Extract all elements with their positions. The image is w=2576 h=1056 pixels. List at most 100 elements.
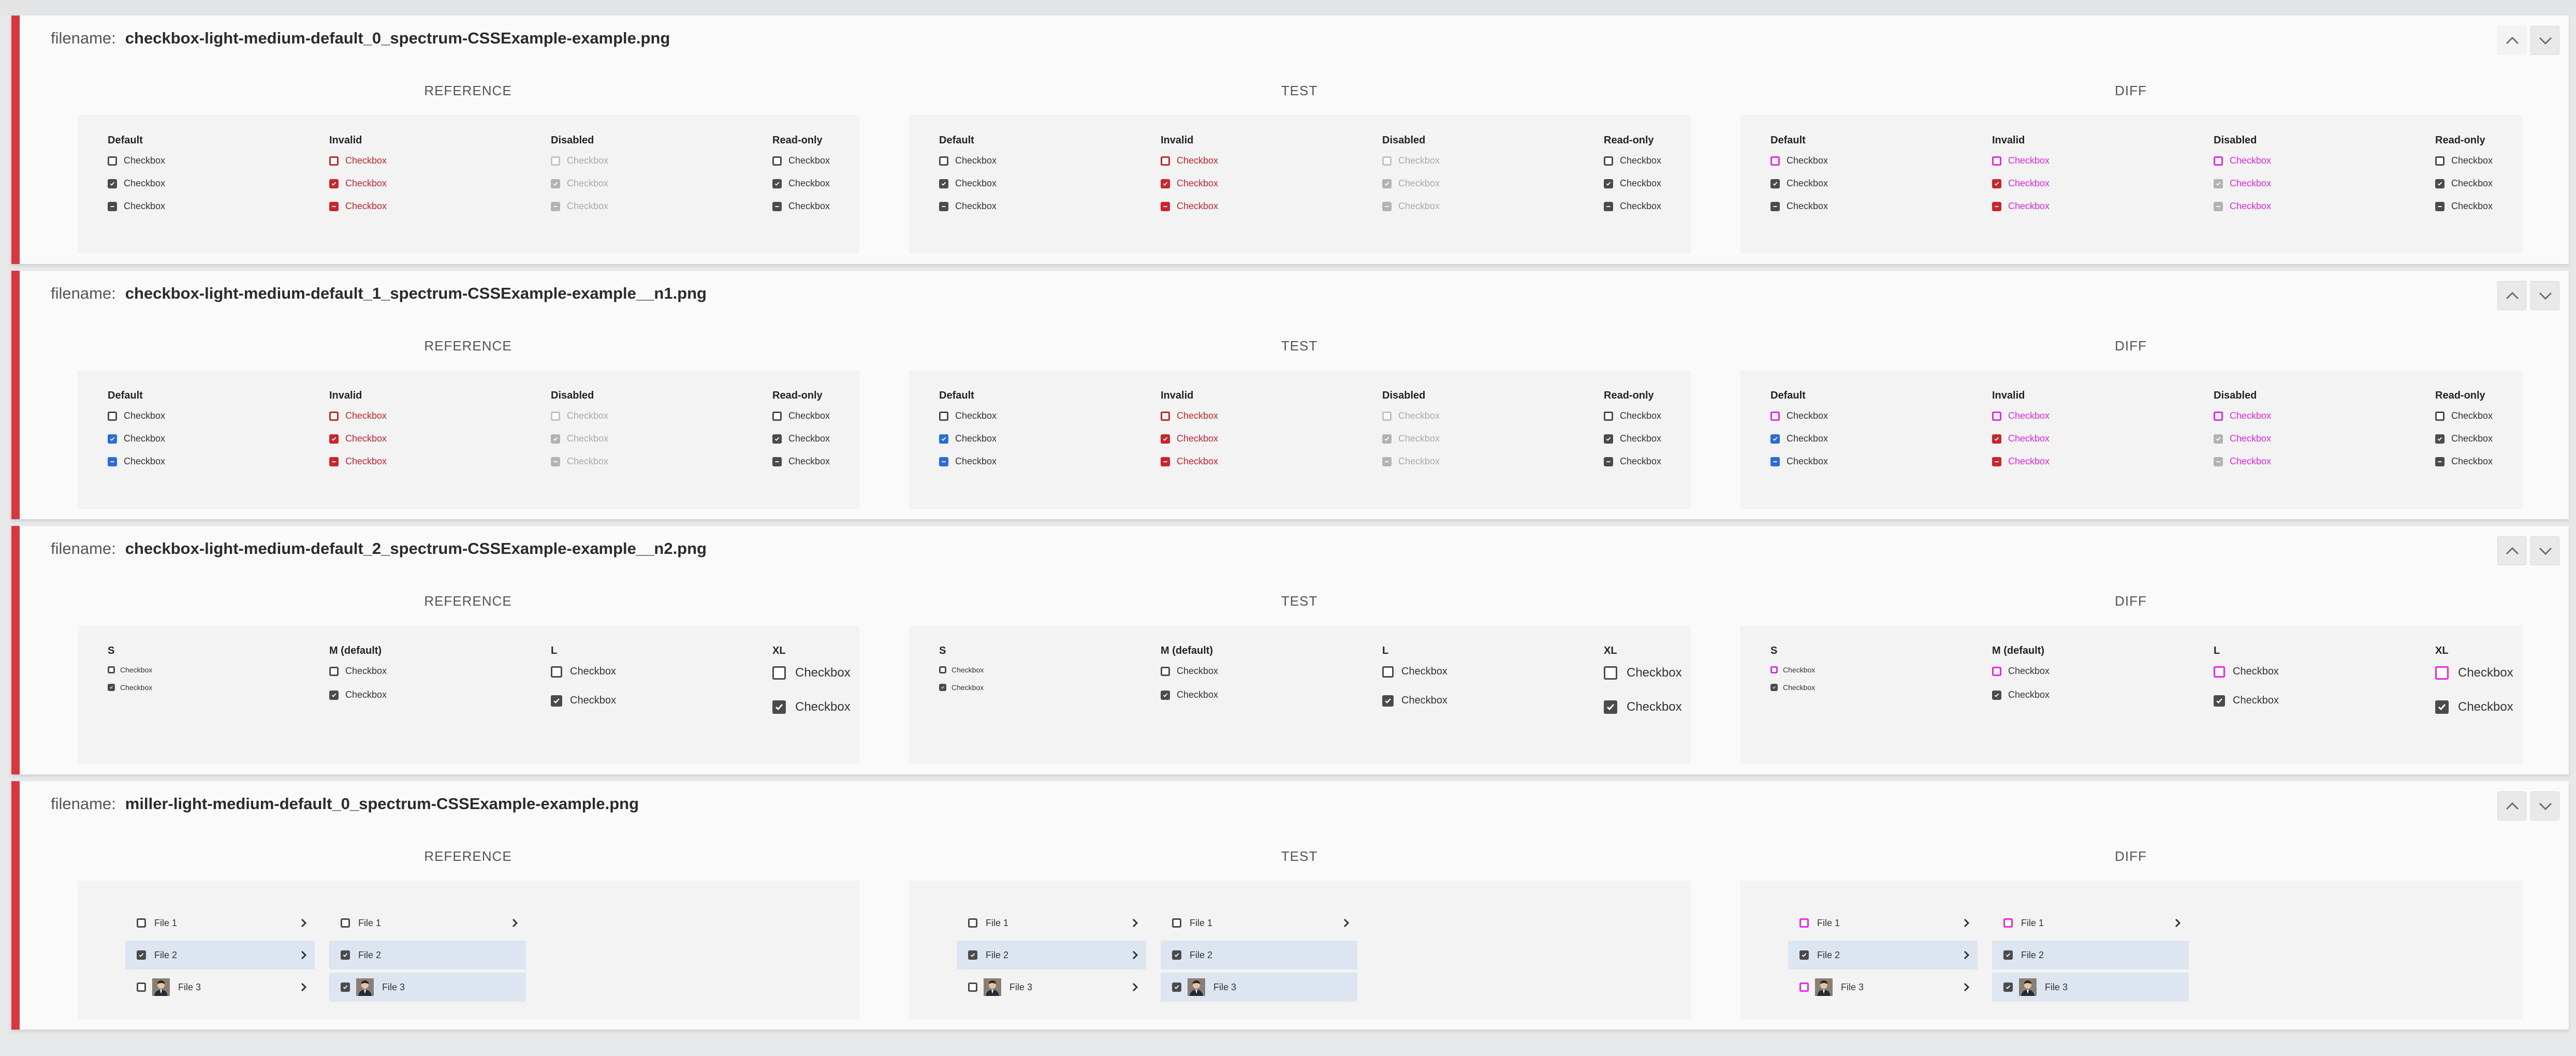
checkbox-item[interactable]: Checkbox — [108, 456, 165, 467]
checkbox-checked[interactable] — [2003, 982, 2013, 992]
miller-row[interactable]: File 2 — [125, 941, 315, 970]
checkbox[interactable] — [1604, 411, 1613, 421]
checkbox-checked[interactable] — [1770, 179, 1780, 188]
checkbox-item[interactable]: Checkbox — [2435, 700, 2513, 714]
checkbox-item[interactable]: Checkbox — [108, 410, 165, 421]
checkbox-item[interactable]: Checkbox — [1604, 700, 1682, 714]
checkbox-checked[interactable] — [1172, 950, 1181, 960]
miller-row[interactable]: File 3 — [125, 973, 315, 1002]
checkbox[interactable] — [137, 982, 146, 992]
checkbox-checked[interactable] — [1799, 950, 1809, 960]
miller-row[interactable]: File 1 — [1788, 908, 1978, 937]
checkbox-item[interactable]: Checkbox — [772, 410, 830, 421]
checkbox[interactable] — [939, 666, 946, 673]
checkbox-item[interactable]: Checkbox — [1382, 201, 1440, 212]
checkbox[interactable] — [1604, 156, 1613, 166]
checkbox[interactable] — [2214, 156, 2223, 166]
checkbox-checked[interactable] — [1161, 434, 1170, 444]
checkbox-item[interactable]: Checkbox — [1992, 201, 2050, 212]
miller-row[interactable]: File 3 — [1161, 973, 1357, 1002]
checkbox[interactable] — [1799, 982, 1809, 992]
scroll-up-button[interactable] — [2497, 26, 2526, 55]
checkbox-indeterminate[interactable] — [1382, 457, 1392, 466]
checkbox-indeterminate[interactable] — [2435, 201, 2445, 211]
checkbox-item[interactable]: Checkbox — [772, 700, 851, 714]
checkbox-checked[interactable] — [329, 434, 339, 444]
checkbox-item[interactable]: Checkbox — [108, 201, 165, 212]
checkbox-item[interactable]: Checkbox — [1161, 155, 1218, 166]
checkbox-checked[interactable] — [1604, 700, 1617, 714]
checkbox[interactable] — [1161, 666, 1170, 676]
checkbox-item[interactable]: Checkbox — [1382, 433, 1440, 444]
miller-row[interactable]: File 2 — [329, 941, 526, 970]
checkbox-item[interactable]: Checkbox — [2435, 666, 2513, 680]
checkbox-item[interactable]: Checkbox — [329, 433, 387, 444]
scroll-down-button[interactable] — [2530, 791, 2559, 820]
checkbox-item[interactable]: Checkbox — [1770, 410, 1828, 421]
checkbox-indeterminate[interactable] — [329, 457, 339, 466]
checkbox-indeterminate[interactable] — [2214, 201, 2223, 211]
checkbox-indeterminate[interactable] — [772, 201, 782, 211]
checkbox-item[interactable]: Checkbox — [1382, 456, 1440, 467]
checkbox-item[interactable]: Checkbox — [1161, 201, 1218, 212]
checkbox-item[interactable]: Checkbox — [329, 410, 387, 421]
checkbox-item[interactable]: Checkbox — [2214, 456, 2271, 467]
checkbox-item[interactable]: Checkbox — [551, 178, 608, 189]
checkbox[interactable] — [341, 918, 350, 928]
checkbox[interactable] — [551, 411, 560, 421]
checkbox-checked[interactable] — [329, 690, 339, 700]
checkbox-item[interactable]: Checkbox — [2214, 178, 2271, 189]
scroll-up-button[interactable] — [2497, 281, 2526, 310]
checkbox-indeterminate[interactable] — [2214, 457, 2223, 466]
checkbox-checked[interactable] — [137, 950, 146, 960]
checkbox-item[interactable]: Checkbox — [108, 178, 165, 189]
checkbox[interactable] — [108, 156, 117, 166]
checkbox-item[interactable]: Checkbox — [1992, 690, 2050, 700]
checkbox-checked[interactable] — [1172, 982, 1181, 992]
checkbox-item[interactable]: Checkbox — [939, 201, 997, 212]
checkbox-item[interactable]: Checkbox — [939, 155, 997, 166]
miller-row[interactable]: File 1 — [957, 908, 1146, 937]
checkbox-item[interactable]: Checkbox — [329, 201, 387, 212]
checkbox-checked[interactable] — [968, 950, 977, 960]
miller-row[interactable]: File 2 — [1161, 941, 1357, 970]
checkbox-item[interactable]: Checkbox — [1382, 695, 1447, 707]
checkbox-item[interactable]: Checkbox — [329, 690, 387, 700]
checkbox-item[interactable]: Checkbox — [1770, 456, 1828, 467]
checkbox-indeterminate[interactable] — [108, 457, 117, 466]
checkbox-item[interactable]: Checkbox — [1604, 433, 1661, 444]
checkbox[interactable] — [1992, 411, 2001, 421]
checkbox-item[interactable]: Checkbox — [551, 695, 616, 707]
checkbox[interactable] — [137, 918, 146, 928]
checkbox-item[interactable]: Checkbox — [1992, 410, 2050, 421]
checkbox-item[interactable]: Checkbox — [1770, 666, 1815, 674]
checkbox-item[interactable]: Checkbox — [2435, 456, 2493, 467]
checkbox-checked[interactable] — [939, 434, 948, 444]
checkbox[interactable] — [772, 411, 782, 421]
checkbox-indeterminate[interactable] — [1770, 201, 1780, 211]
checkbox-indeterminate[interactable] — [108, 201, 117, 211]
checkbox-item[interactable]: Checkbox — [772, 178, 830, 189]
checkbox-item[interactable]: Checkbox — [108, 683, 152, 692]
checkbox-item[interactable]: Checkbox — [551, 433, 608, 444]
checkbox-item[interactable]: Checkbox — [2435, 410, 2493, 421]
checkbox-checked[interactable] — [1992, 690, 2001, 700]
checkbox-indeterminate[interactable] — [939, 201, 948, 211]
checkbox-checked[interactable] — [341, 982, 350, 992]
checkbox-item[interactable]: Checkbox — [939, 666, 984, 674]
checkbox-checked[interactable] — [329, 179, 339, 188]
checkbox-item[interactable]: Checkbox — [1992, 433, 2050, 444]
miller-row[interactable]: File 2 — [957, 941, 1146, 970]
scroll-down-button[interactable] — [2530, 281, 2559, 310]
checkbox-item[interactable]: Checkbox — [772, 456, 830, 467]
checkbox-item[interactable]: Checkbox — [2435, 155, 2493, 166]
checkbox-checked[interactable] — [772, 179, 782, 188]
checkbox-checked[interactable] — [1992, 434, 2001, 444]
checkbox[interactable] — [551, 666, 562, 678]
checkbox-indeterminate[interactable] — [939, 457, 948, 466]
checkbox-indeterminate[interactable] — [1382, 201, 1392, 211]
checkbox[interactable] — [939, 411, 948, 421]
checkbox-item[interactable]: Checkbox — [1992, 178, 2050, 189]
checkbox[interactable] — [2214, 666, 2225, 678]
checkbox-checked[interactable] — [1770, 684, 1778, 691]
